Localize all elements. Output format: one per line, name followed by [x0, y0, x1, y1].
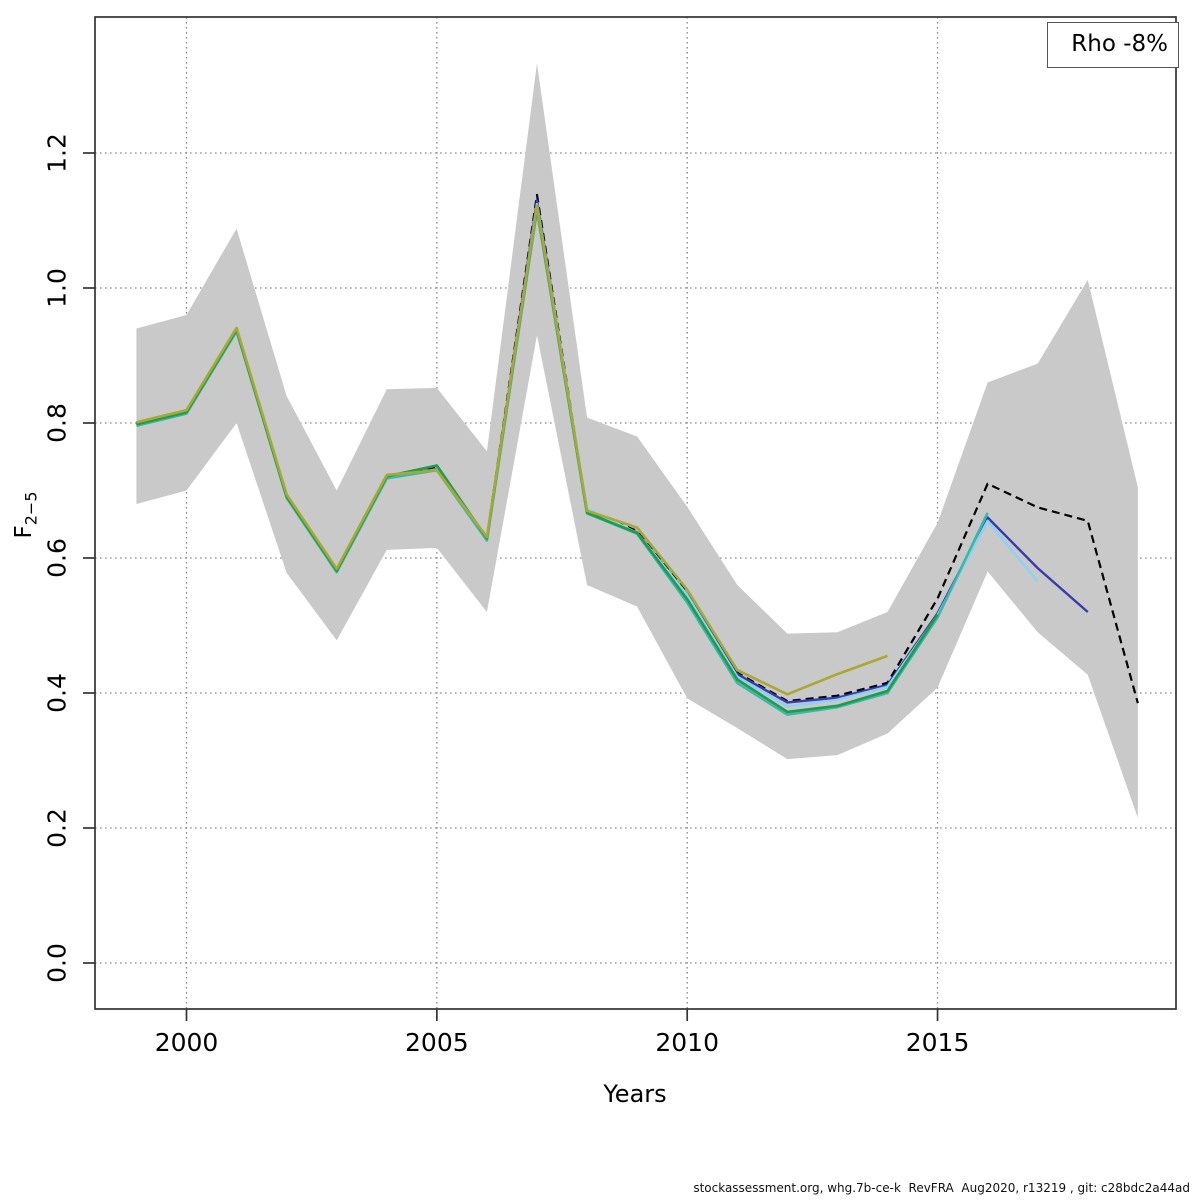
y-axis-label-main: F: [11, 525, 37, 539]
legend-box: Rho -8%: [1047, 22, 1179, 68]
x-tick-label: 2005: [405, 1028, 469, 1057]
x-tick-label: 2010: [655, 1028, 719, 1057]
y-tick-label: 1.0: [43, 268, 72, 308]
y-tick-label: 0.8: [43, 403, 72, 443]
legend-label: Rho -8%: [1071, 31, 1168, 57]
plot-border: [94, 16, 1177, 1010]
series-line-retro-peel-2014: [136, 204, 888, 696]
x-tick-label: 2000: [155, 1028, 219, 1057]
y-tick-label: 0.2: [43, 808, 72, 848]
y-tick-label: 0.4: [43, 673, 72, 713]
y-axis-label-sub: 2−5: [21, 491, 41, 526]
base-run-confidence-interval: [136, 63, 1138, 818]
y-tick-label: 1.2: [43, 133, 72, 173]
y-axis-label: F2−5: [11, 475, 41, 555]
y-tick-label: 0.6: [43, 538, 72, 578]
x-axis-label: Years: [603, 1080, 667, 1108]
x-tick-label: 2015: [906, 1028, 970, 1057]
y-tick-label: 0.0: [43, 943, 72, 983]
footer-attribution: stockassessment.org, whg.7b-ce-k RevFRA …: [693, 1181, 1190, 1195]
